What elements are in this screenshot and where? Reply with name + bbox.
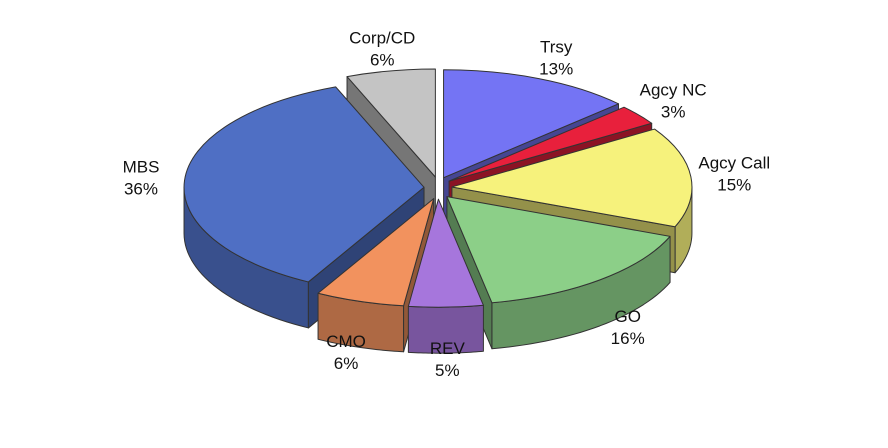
slice-value-label: 3% <box>661 102 686 121</box>
slice-value-label: 5% <box>435 361 460 380</box>
slice <box>407 198 484 308</box>
slice <box>183 86 425 283</box>
slice-label: CMO <box>326 332 366 351</box>
slice-value-label: 36% <box>124 180 158 199</box>
slice-value-label: 13% <box>539 60 573 79</box>
slice <box>448 106 653 182</box>
slice-label: MBS <box>123 158 160 177</box>
slice-label: Agcy Call <box>698 153 770 172</box>
slice <box>451 128 693 228</box>
slice-label: GO <box>614 307 640 326</box>
slice-label: REV <box>430 339 466 358</box>
slice-value-label: 6% <box>370 51 395 70</box>
slice-label: Corp/CD <box>349 29 415 48</box>
slice <box>443 69 620 179</box>
slice-value-label: 15% <box>717 175 751 194</box>
slice-value-label: 16% <box>611 329 645 348</box>
slice <box>346 68 436 178</box>
slice-label: Agcy NC <box>640 80 707 99</box>
slice-value-label: 6% <box>334 354 359 373</box>
slice <box>317 198 435 307</box>
slice <box>446 196 671 304</box>
slice-label: Trsy <box>540 38 573 57</box>
